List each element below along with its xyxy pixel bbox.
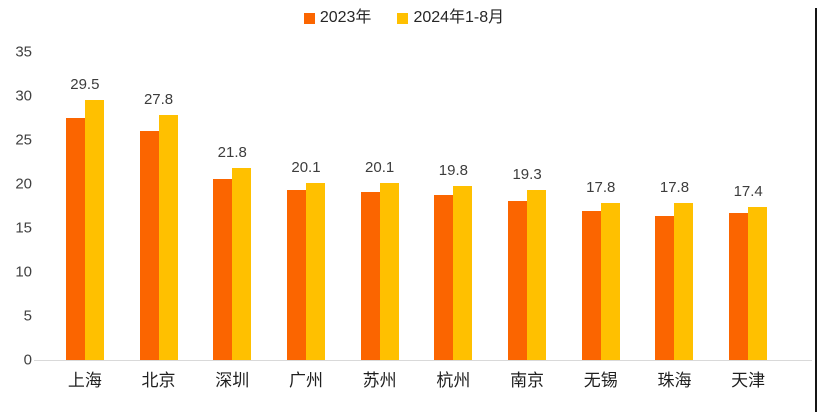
x-axis-category-label: 广州	[288, 371, 323, 390]
bar-series-0	[729, 213, 749, 360]
data-label: 19.3	[512, 166, 542, 184]
y-axis-tick-label: 15	[15, 219, 32, 237]
bar-group: 21.8	[195, 52, 269, 360]
x-axis-category-label: 深圳	[215, 371, 250, 390]
y-axis-tick-label: 30	[15, 87, 32, 105]
bar-series-0	[434, 194, 454, 360]
legend-swatch-2024	[397, 12, 409, 24]
bar-series-0	[65, 118, 85, 360]
bar-group: 17.8	[564, 52, 638, 360]
bar-group: 20.1	[269, 52, 343, 360]
y-axis-tick-label: 20	[15, 175, 32, 193]
bar-series-0	[581, 211, 601, 360]
bar-group: 27.8	[122, 52, 196, 360]
legend-label-2024: 2024年1-8月	[413, 9, 505, 26]
legend-item-2024: 2024年1-8月	[397, 10, 504, 26]
data-label: 19.8	[438, 161, 468, 179]
y-axis-tick-label: 5	[23, 307, 32, 325]
bar-series-1	[674, 203, 694, 360]
data-label: 21.8	[217, 144, 247, 162]
x-axis-category-label: 上海	[67, 371, 102, 390]
legend-label-2023: 2023年	[319, 9, 372, 26]
bar-group: 19.8	[417, 52, 491, 360]
x-axis-category-label: 南京	[510, 371, 545, 390]
data-label: 27.8	[143, 91, 174, 109]
bar-series-0	[139, 131, 159, 360]
data-label: 20.1	[365, 159, 395, 177]
x-axis-category-label: 杭州	[436, 371, 471, 390]
plot-area: 29.5 27.8 21.8 20.1 20.1 19.8 19.3 17.8 17.8 17.4	[48, 52, 785, 360]
bar-group: 29.5	[48, 52, 122, 360]
bar-series-1	[84, 100, 104, 360]
bar-series-1	[158, 115, 178, 360]
data-label: 17.8	[586, 179, 616, 197]
y-axis-tick-label: 0	[23, 351, 32, 369]
x-axis-category-label: 苏州	[362, 371, 397, 390]
bar-group: 17.8	[638, 52, 712, 360]
bar-series-1	[748, 206, 768, 360]
legend-swatch-2023	[303, 12, 315, 24]
bar-series-1	[232, 168, 252, 360]
right-border-line	[815, 8, 817, 412]
bar-series-0	[655, 215, 675, 360]
x-axis-category-label: 天津	[731, 371, 766, 390]
bar-series-1	[379, 183, 399, 360]
x-axis-line	[34, 360, 812, 361]
bar-series-1	[600, 203, 620, 360]
x-axis-category-label: 无锡	[583, 371, 618, 390]
bar-series-0	[286, 190, 306, 360]
y-axis-tick-label: 25	[15, 131, 32, 149]
bar-group: 20.1	[343, 52, 417, 360]
bar-series-0	[508, 200, 528, 360]
x-axis-category-label: 北京	[141, 371, 176, 390]
data-label: 17.8	[659, 179, 690, 197]
bar-group: 17.4	[711, 52, 785, 360]
y-axis-tick-label: 35	[15, 43, 32, 61]
y-axis-tick-label: 10	[15, 263, 32, 281]
legend-item-2023: 2023年	[303, 9, 372, 26]
bar-series-1	[305, 183, 325, 360]
x-axis-category-label: 珠海	[657, 371, 692, 390]
bar-series-1	[453, 185, 473, 360]
data-label: 29.5	[70, 76, 100, 94]
bar-group: 19.3	[490, 52, 564, 360]
x-axis: 上海 北京 深圳 广州 苏州 杭州 南京 无锡 珠海 天津	[48, 371, 785, 391]
data-label: 17.4	[733, 182, 763, 200]
chart-legend: 2023年 2024年1-8月	[0, 10, 808, 26]
bar-series-1	[527, 190, 547, 360]
bar-series-0	[360, 191, 380, 360]
data-label: 20.1	[291, 159, 321, 177]
y-axis: 0 5 10 15 20 25 30 35	[0, 45, 32, 368]
bar-series-0	[213, 178, 233, 360]
